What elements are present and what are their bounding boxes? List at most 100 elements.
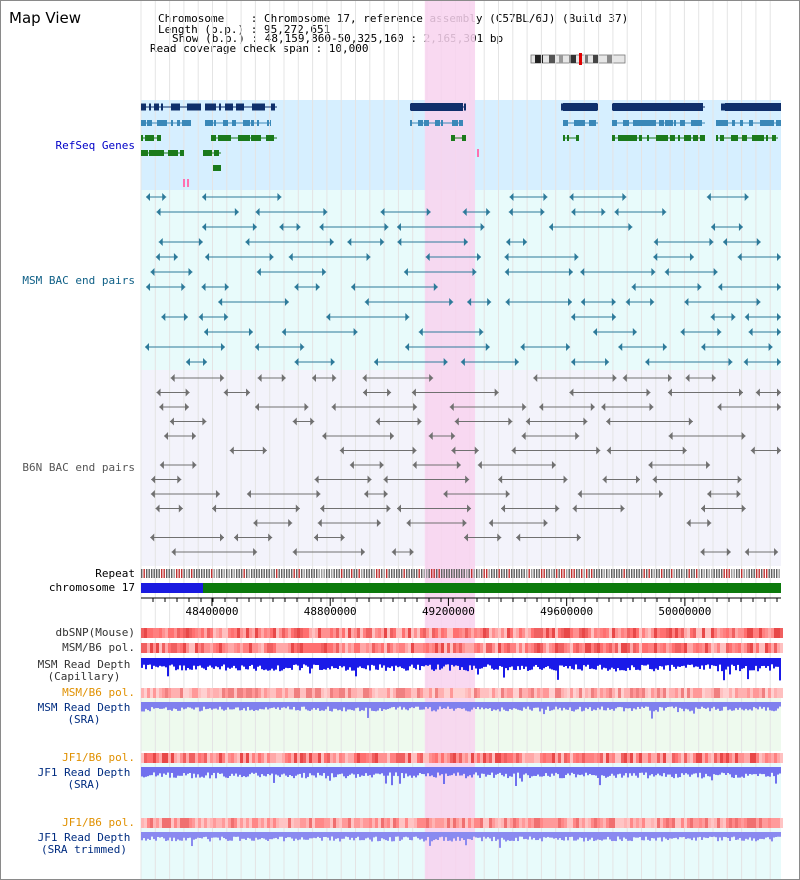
gene-exon[interactable] [214,120,216,126]
gene-exon[interactable] [195,103,201,111]
gene-exon[interactable] [691,120,697,126]
gene-exon[interactable] [721,103,726,111]
gene-exon[interactable] [418,120,423,126]
gene-exon[interactable] [665,120,673,126]
gene-exon[interactable] [219,103,221,111]
gene-exon[interactable] [441,120,443,126]
gene-exon[interactable] [459,120,463,126]
chromosome-band-blue[interactable] [141,583,203,593]
gene-exon[interactable] [149,150,154,156]
gene-exon[interactable] [199,103,201,111]
gene-exon[interactable] [410,120,412,126]
gene-exon[interactable] [452,120,458,126]
gene-exon[interactable] [205,120,209,126]
gene-exon[interactable] [700,135,705,141]
gene-exon[interactable] [732,120,735,126]
gene-exon[interactable] [141,150,148,156]
gene-exon[interactable] [659,120,664,126]
gene-block[interactable] [563,103,597,111]
gene-exon[interactable] [226,135,230,141]
gene-exon[interactable] [208,120,213,126]
gene-exon[interactable] [749,120,753,126]
gene-exon[interactable] [656,135,664,141]
gene-exon[interactable] [213,165,221,171]
gene-exon[interactable] [752,135,757,141]
gene-exon[interactable] [147,120,152,126]
gene-exon[interactable] [171,103,177,111]
gene-exon[interactable] [257,120,259,126]
gene-exon[interactable] [567,135,569,141]
gene-exon[interactable] [451,135,455,141]
gene-exon[interactable] [161,150,164,156]
gene-exon[interactable] [182,120,189,126]
gene-exon[interactable] [647,135,649,141]
gene-exon[interactable] [186,120,189,126]
gene-exon[interactable] [639,135,642,141]
gene-exon[interactable] [770,120,774,126]
gene-exon[interactable] [618,135,622,141]
gene-exon[interactable] [563,135,565,141]
gene-exon[interactable] [232,120,236,126]
gene-exon[interactable] [157,135,161,141]
gene-exon[interactable] [251,135,258,141]
gene-exon[interactable] [262,103,265,111]
gene-exon[interactable] [766,120,773,126]
gene-exon[interactable] [630,135,637,141]
gene-exon[interactable] [229,135,231,141]
gene-exon[interactable] [622,135,630,141]
gene-exon[interactable] [177,103,180,111]
gene-exon[interactable] [161,103,163,111]
gene-exon[interactable] [589,120,596,126]
gene-exon[interactable] [160,135,161,141]
gene-block[interactable] [613,103,703,111]
gene-exon[interactable] [271,103,275,111]
gene-exon[interactable] [670,135,675,141]
chromosome-ideogram[interactable] [529,53,629,65]
gene-exon[interactable] [145,135,150,141]
gene-exon[interactable] [241,103,244,111]
gene-exon[interactable] [270,120,271,126]
gene-exon[interactable] [719,120,727,126]
gene-exon[interactable] [424,120,429,126]
gene-exon[interactable] [221,135,225,141]
gene-block[interactable] [725,103,781,111]
gene-exon[interactable] [766,135,768,141]
gene-exon[interactable] [266,135,274,141]
gene-exon[interactable] [623,120,629,126]
gene-exon[interactable] [144,120,146,126]
gene-exon[interactable] [236,103,242,111]
gene-exon[interactable] [177,120,180,126]
gene-exon[interactable] [208,103,216,111]
gene-exon[interactable] [252,103,257,111]
gene-exon[interactable] [695,120,701,126]
gene-exon[interactable] [246,135,250,141]
gene-exon[interactable] [684,135,691,141]
gene-exon[interactable] [760,120,766,126]
gene-exon[interactable] [141,120,144,126]
gene-exon[interactable] [580,120,585,126]
gene-exon[interactable] [612,135,615,141]
gene-exon[interactable] [772,135,776,141]
gene-exon[interactable] [612,120,617,126]
gene-exon[interactable] [726,120,728,126]
gene-exon[interactable] [680,120,685,126]
gene-exon[interactable] [141,103,146,111]
gene-exon[interactable] [251,120,254,126]
gene-exon[interactable] [154,103,159,111]
gene-exon[interactable] [183,150,184,156]
gene-exon[interactable] [152,150,157,156]
gene-exon[interactable] [755,135,763,141]
gene-exon[interactable] [149,103,151,111]
gene-exon[interactable] [164,120,167,126]
gene-exon[interactable] [214,150,219,156]
gene-exon[interactable] [731,135,738,141]
gene-exon[interactable] [229,103,233,111]
gene-exon[interactable] [716,135,718,141]
gene-exon[interactable] [678,135,680,141]
gene-exon[interactable] [211,135,216,141]
gene-exon[interactable] [574,120,582,126]
gene-exon[interactable] [462,135,466,141]
gene-exon[interactable] [464,103,466,111]
gene-exon[interactable] [150,135,154,141]
gene-exon[interactable] [241,135,246,141]
